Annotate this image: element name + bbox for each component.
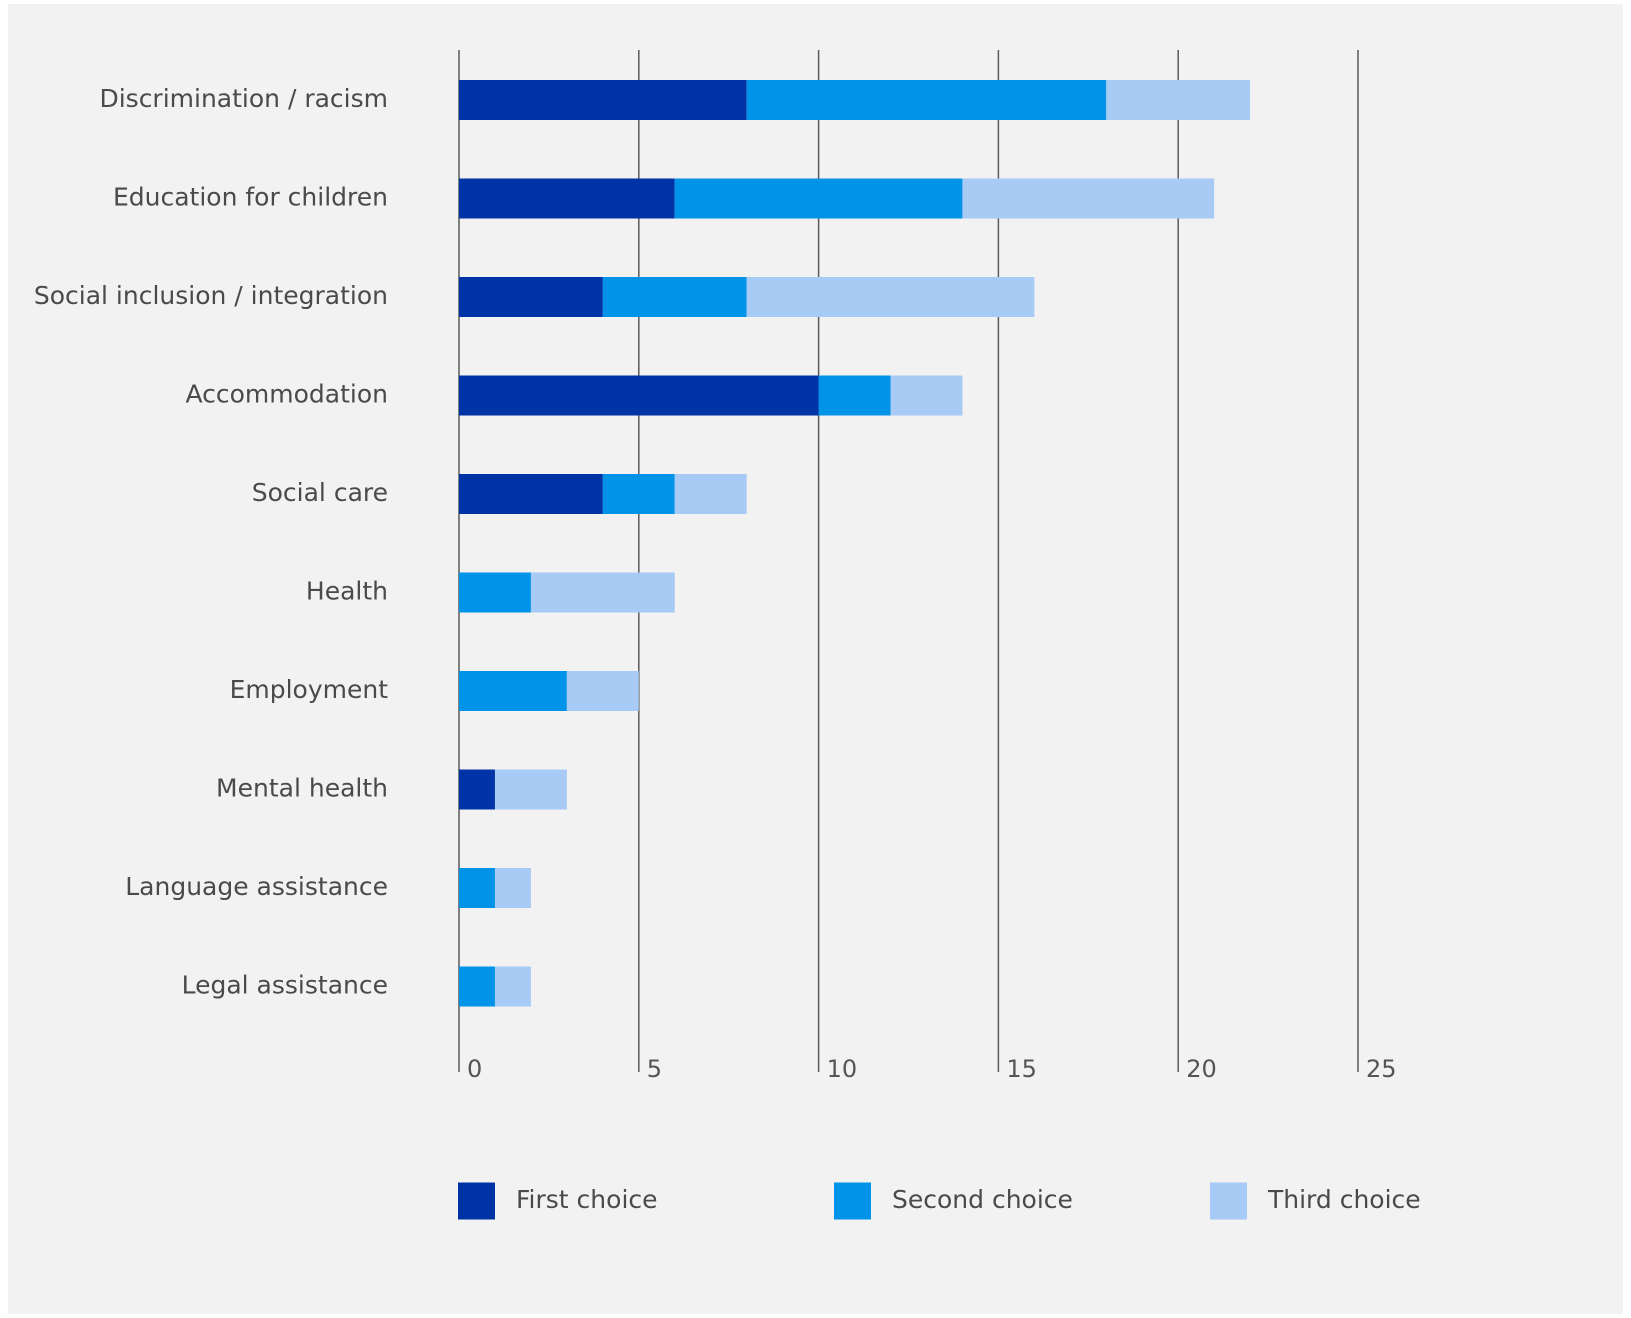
- bar-segment: [459, 474, 603, 514]
- category-label: Accommodation: [185, 380, 388, 409]
- bar-segment: [459, 80, 747, 120]
- bar-segment: [1106, 80, 1251, 120]
- bar-segment: [459, 178, 675, 219]
- category-label: Discrimination / racism: [99, 84, 388, 113]
- x-tick-label: 5: [647, 1055, 662, 1083]
- bar-segment: [459, 375, 819, 416]
- bar-segment: [494, 966, 531, 1007]
- bar-segment: [494, 868, 531, 908]
- legend-swatch: [1210, 1182, 1247, 1220]
- bar-segment: [674, 474, 747, 514]
- legend-label: Third choice: [1267, 1185, 1421, 1214]
- category-label: Mental health: [216, 774, 388, 803]
- bar-segment: [890, 375, 963, 416]
- bar-segment: [494, 769, 567, 810]
- bar-segment: [566, 671, 639, 711]
- bar-segment: [459, 671, 567, 711]
- bar-segment: [746, 277, 1035, 317]
- bar-segment: [962, 178, 1215, 219]
- category-label: Social care: [252, 478, 388, 507]
- bar-segment: [602, 277, 747, 317]
- bar-segment: [459, 277, 603, 317]
- legend-label: First choice: [516, 1185, 658, 1214]
- chart-panel: Discrimination / racism Education for chi…: [8, 4, 1623, 1314]
- category-label: Education for children: [113, 183, 388, 212]
- category-labels: Discrimination / racism Education for chi…: [34, 84, 388, 1000]
- legend-label: Second choice: [892, 1185, 1073, 1214]
- x-tick-label: 15: [1006, 1055, 1037, 1083]
- x-tick-labels: 0 5 10 15 20 25: [467, 1055, 1397, 1083]
- bar-segment: [459, 572, 531, 613]
- category-label: Language assistance: [125, 872, 388, 901]
- legend: First choice Second choice Third choice: [458, 1182, 1421, 1220]
- x-tick-label: 10: [827, 1055, 858, 1083]
- bar-segment: [459, 966, 495, 1007]
- bar-segment: [602, 474, 675, 514]
- x-tick-label: 0: [467, 1055, 482, 1083]
- x-tick-label: 20: [1186, 1055, 1217, 1083]
- category-label: Health: [306, 577, 388, 606]
- category-label: Social inclusion / integration: [34, 281, 388, 310]
- stacked-bar-chart: Discrimination / racism Education for chi…: [34, 50, 1421, 1220]
- bar-segment: [459, 769, 495, 810]
- bar-segment: [674, 178, 963, 219]
- category-label: Legal assistance: [182, 971, 388, 1000]
- bar-segment: [818, 375, 891, 416]
- legend-swatch: [458, 1182, 495, 1220]
- category-label: Employment: [230, 675, 389, 704]
- bar-segment: [530, 572, 675, 613]
- bars: [459, 80, 1251, 1007]
- legend-swatch: [834, 1182, 871, 1220]
- bar-segment: [459, 868, 495, 908]
- x-tick-label: 25: [1366, 1055, 1397, 1083]
- bar-segment: [746, 80, 1107, 120]
